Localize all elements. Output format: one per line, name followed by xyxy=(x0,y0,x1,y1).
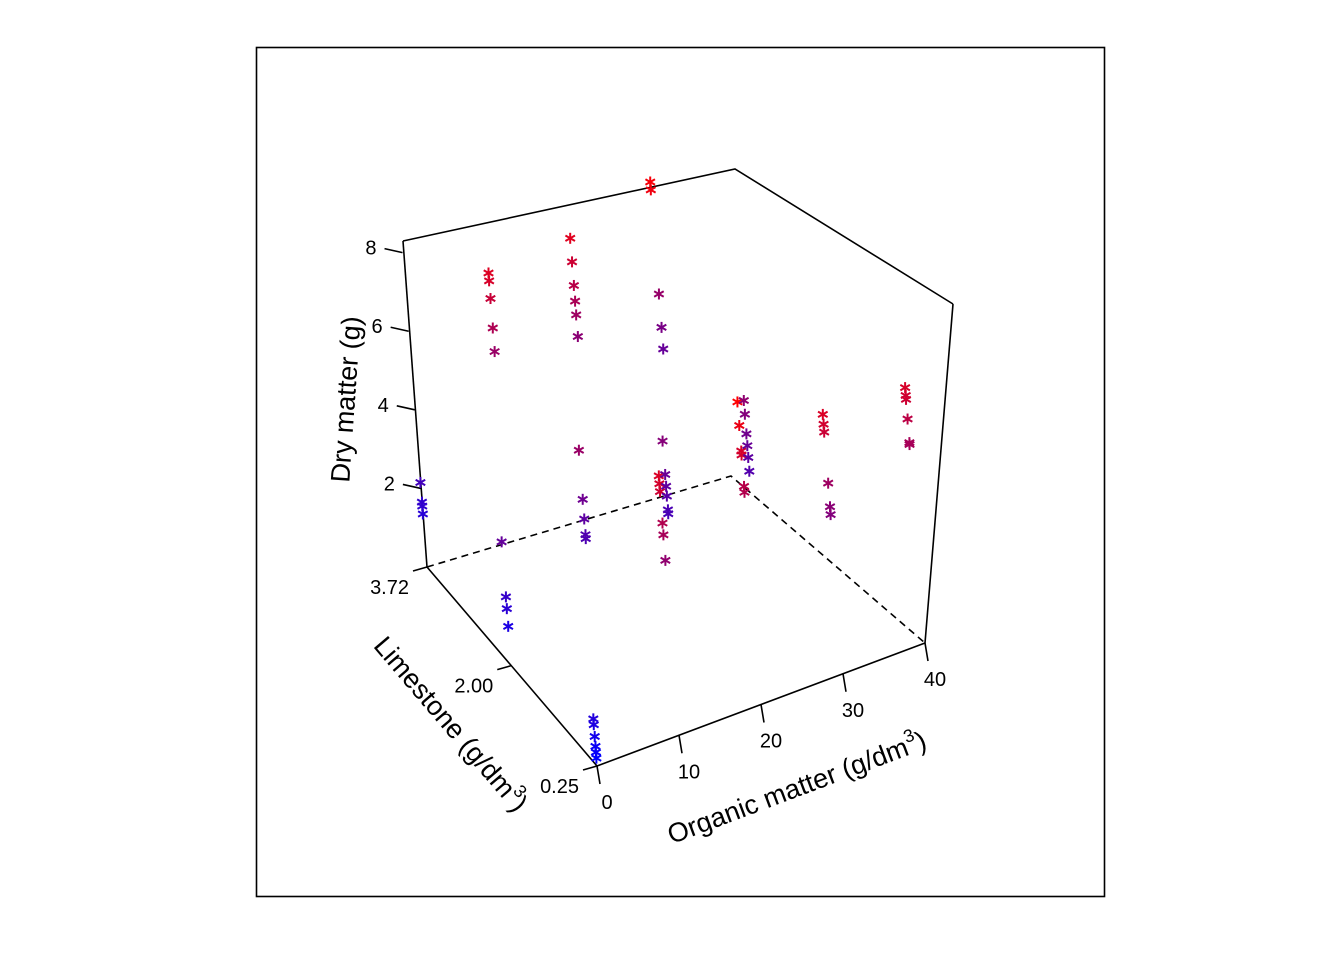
x-tick-mark xyxy=(596,765,601,785)
data-point xyxy=(742,451,754,463)
data-point xyxy=(572,331,584,343)
data-point xyxy=(902,413,913,425)
data-point xyxy=(496,536,507,548)
data-point xyxy=(569,295,581,307)
data-point xyxy=(483,267,494,279)
data-point xyxy=(577,493,588,505)
x-tick-mark xyxy=(924,642,929,662)
z-tick-mark xyxy=(402,483,422,490)
data-point xyxy=(501,603,513,615)
x-axis-title: Organic matter (g/dm3) xyxy=(662,722,931,850)
x-axis-ticks: 0 10 20 30 40 xyxy=(596,642,946,814)
x-tick-mark xyxy=(760,704,765,723)
data-point xyxy=(659,468,671,480)
data-point xyxy=(653,470,665,482)
data-point xyxy=(822,477,834,489)
data-point xyxy=(657,343,669,355)
y-axis-line xyxy=(426,566,598,767)
data-point xyxy=(738,480,750,492)
data-point xyxy=(568,279,580,291)
data-point xyxy=(416,496,428,508)
data-point xyxy=(657,517,668,529)
y-tick-label: 2.00 xyxy=(454,676,493,698)
data-point xyxy=(739,408,751,420)
y-tick-mark xyxy=(412,566,428,572)
x-tick-mark xyxy=(842,673,847,692)
data-point xyxy=(644,176,656,188)
x-tick-label: 20 xyxy=(760,731,782,753)
data-point xyxy=(657,435,668,447)
data-point xyxy=(817,408,829,420)
data-point xyxy=(732,396,743,408)
z-axis-title: Dry matter (g) xyxy=(325,315,367,483)
data-point xyxy=(590,740,601,752)
data-point xyxy=(744,465,755,477)
data-point xyxy=(500,591,512,603)
data-points xyxy=(415,176,915,764)
data-point xyxy=(415,477,426,489)
x-tick-mark xyxy=(678,735,683,754)
z-tick-mark xyxy=(390,326,409,333)
data-point xyxy=(658,529,669,541)
data-point xyxy=(573,444,585,456)
x-tick-label: 30 xyxy=(842,700,864,722)
y-tick-label: 0.25 xyxy=(540,776,579,798)
z-tick-mark xyxy=(396,405,415,411)
x-tick-label: 10 xyxy=(678,761,700,783)
vertical-edge-right xyxy=(924,303,954,644)
z-axis-ticks: 2 4 6 8 xyxy=(365,238,422,495)
data-point xyxy=(570,309,582,321)
data-point xyxy=(485,293,496,305)
data-point xyxy=(502,620,514,632)
z-tick-mark xyxy=(384,247,403,254)
y-tick-mark xyxy=(582,765,598,771)
data-point xyxy=(660,554,671,566)
data-point xyxy=(824,501,836,513)
y-axis-title: Limestone (g/dm3) xyxy=(368,628,537,817)
data-point xyxy=(564,232,576,244)
data-point xyxy=(741,428,752,440)
data-point xyxy=(742,440,753,452)
data-point xyxy=(733,420,745,432)
data-point xyxy=(899,382,911,394)
x-tick-label: 40 xyxy=(924,669,946,691)
data-point xyxy=(660,480,672,492)
data-point xyxy=(656,321,667,333)
z-tick-label: 8 xyxy=(365,238,376,260)
data-point xyxy=(735,445,747,457)
data-point xyxy=(566,256,578,268)
data-point xyxy=(588,713,599,725)
data-point xyxy=(818,418,829,430)
data-point xyxy=(578,513,590,525)
back-bottom-edges xyxy=(426,475,926,644)
z-tick-label: 4 xyxy=(378,395,389,417)
data-point xyxy=(738,394,750,406)
plot-frame xyxy=(255,46,1106,898)
data-point xyxy=(653,288,665,300)
data-point xyxy=(487,322,499,334)
y-tick-mark xyxy=(497,664,512,671)
back-top-edges xyxy=(402,168,954,305)
z-tick-label: 6 xyxy=(372,316,383,338)
data-point xyxy=(662,504,674,516)
data-point xyxy=(661,490,673,502)
y-tick-label: 3.72 xyxy=(370,577,409,599)
y-axis-ticks: 0.25 2.00 3.72 xyxy=(370,566,598,798)
x-tick-label: 0 xyxy=(601,792,612,814)
z-tick-label: 2 xyxy=(384,473,395,495)
data-point xyxy=(489,346,500,358)
data-point xyxy=(589,731,600,743)
data-point xyxy=(904,437,915,449)
data-point xyxy=(580,529,591,541)
